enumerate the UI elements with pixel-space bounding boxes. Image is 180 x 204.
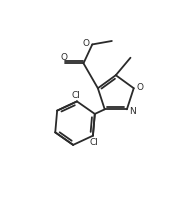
Text: O: O xyxy=(137,83,144,92)
Text: Cl: Cl xyxy=(71,91,80,100)
Text: N: N xyxy=(129,107,136,116)
Text: O: O xyxy=(60,53,67,62)
Text: O: O xyxy=(83,39,90,48)
Text: Cl: Cl xyxy=(89,138,98,147)
